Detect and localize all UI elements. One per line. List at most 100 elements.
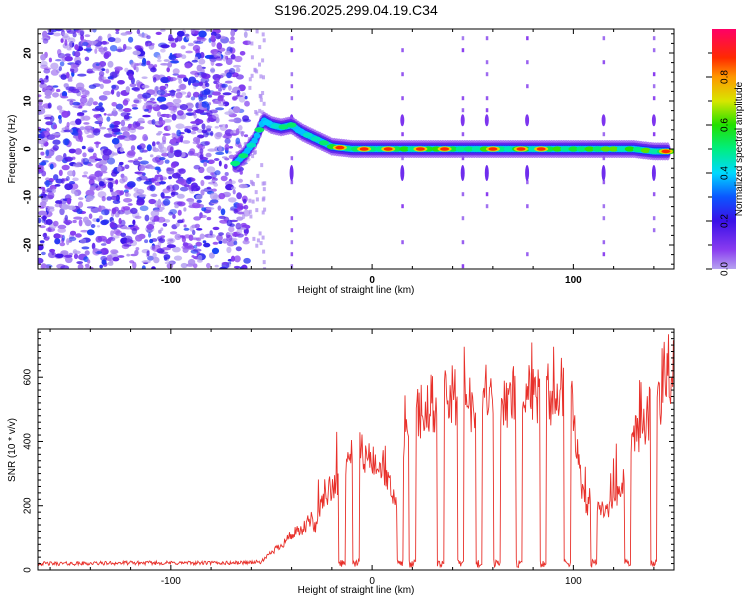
noise-speckle — [193, 216, 202, 221]
noise-speckle — [101, 76, 107, 80]
noise-speckle — [241, 264, 248, 269]
noise-speckle — [228, 226, 235, 233]
colorbar: 0.0 0.2 0.4 0.6 0.8 Normalized spectral ampl… — [706, 29, 745, 276]
noise-speckle — [93, 128, 101, 136]
noise-speckle — [179, 104, 188, 111]
artifact-blob — [601, 114, 606, 127]
noise-speckle — [259, 97, 263, 102]
artifact-dot — [461, 96, 465, 101]
noise-speckle — [123, 235, 133, 243]
noise-speckle — [98, 181, 106, 187]
noise-speckle — [135, 247, 140, 251]
noise-speckle — [123, 244, 132, 247]
noise-speckle — [100, 159, 108, 165]
noise-speckle — [86, 206, 96, 209]
noise-speckle — [149, 166, 156, 170]
noise-speckle — [38, 94, 42, 98]
y-tick-label: 400 — [23, 433, 34, 450]
noise-speckle — [157, 54, 162, 60]
noise-speckle — [213, 183, 219, 187]
noise-speckle — [157, 130, 163, 134]
noise-speckle — [80, 34, 84, 41]
noise-speckle — [142, 114, 151, 118]
noise-speckle — [177, 74, 187, 79]
noise-speckle — [111, 171, 118, 177]
noise-speckle — [136, 29, 141, 35]
noise-speckle — [79, 238, 87, 244]
noise-speckle — [130, 62, 137, 68]
noise-speckle — [66, 197, 72, 205]
noise-speckle — [157, 111, 161, 117]
noise-speckle — [92, 247, 98, 253]
noise-speckle — [238, 125, 243, 131]
noise-speckle — [199, 154, 204, 160]
noise-speckle — [184, 128, 190, 133]
noise-speckle — [211, 179, 217, 183]
noise-speckle — [64, 53, 71, 57]
noise-speckle — [221, 83, 228, 88]
noise-speckle — [227, 232, 234, 235]
noise-speckle — [187, 91, 192, 98]
noise-speckle — [201, 101, 209, 108]
noise-speckle — [52, 85, 59, 88]
noise-speckle — [195, 41, 204, 44]
noise-speckle — [263, 267, 267, 269]
noise-speckle — [175, 92, 183, 99]
noise-speckle — [76, 261, 83, 265]
noise-speckle — [224, 157, 230, 161]
noise-speckle — [208, 252, 215, 259]
track-core — [399, 146, 410, 152]
noise-speckle — [141, 84, 150, 89]
noise-speckle — [56, 88, 61, 93]
noise-speckle — [163, 59, 170, 62]
artifact-blob — [525, 114, 530, 127]
noise-speckle — [142, 92, 151, 99]
noise-speckle — [53, 135, 60, 138]
noise-speckle — [150, 210, 160, 218]
noise-speckle — [124, 193, 132, 197]
noise-speckle — [187, 258, 196, 266]
noise-speckle — [212, 241, 219, 245]
noise-speckle — [259, 74, 263, 79]
spectrogram-marks — [38, 29, 674, 269]
noise-speckle — [161, 247, 172, 251]
noise-speckle — [184, 62, 192, 69]
noise-speckle — [110, 249, 119, 255]
noise-speckle — [117, 135, 125, 140]
artifact-dot — [602, 36, 606, 41]
noise-speckle — [244, 95, 248, 100]
snr-panel: -100 0 100 0 200 400 600 Height of straight li… — [7, 328, 675, 596]
noise-speckle — [102, 153, 110, 161]
noise-speckle — [156, 59, 162, 62]
noise-speckle — [254, 190, 258, 195]
noise-speckle — [254, 110, 258, 114]
noise-speckle — [126, 181, 136, 188]
artifact-dot — [652, 48, 656, 53]
noise-speckle — [159, 206, 165, 211]
noise-speckle — [239, 51, 246, 56]
noise-speckle — [82, 41, 89, 47]
artifact-dot — [652, 132, 656, 137]
noise-speckle — [39, 240, 45, 244]
artifact-blob — [484, 165, 489, 181]
noise-speckle — [262, 260, 266, 265]
noise-speckle — [218, 232, 224, 236]
noise-speckle — [45, 121, 53, 126]
noise-speckle — [111, 207, 117, 215]
noise-speckle — [110, 230, 114, 237]
noise-speckle — [167, 125, 171, 131]
noise-speckle — [41, 170, 47, 177]
artifact-dot — [290, 72, 294, 77]
noise-speckle — [184, 234, 191, 239]
artifact-dot — [602, 252, 606, 257]
noise-speckle — [44, 237, 49, 241]
noise-speckle — [222, 238, 228, 244]
noise-speckle — [262, 38, 266, 43]
noise-speckle — [123, 114, 130, 120]
noise-speckle — [120, 32, 128, 36]
noise-speckle — [84, 250, 90, 256]
noise-speckle — [47, 102, 52, 109]
noise-speckle — [105, 238, 112, 244]
noise-speckle — [198, 30, 207, 38]
noise-speckle — [72, 105, 80, 108]
